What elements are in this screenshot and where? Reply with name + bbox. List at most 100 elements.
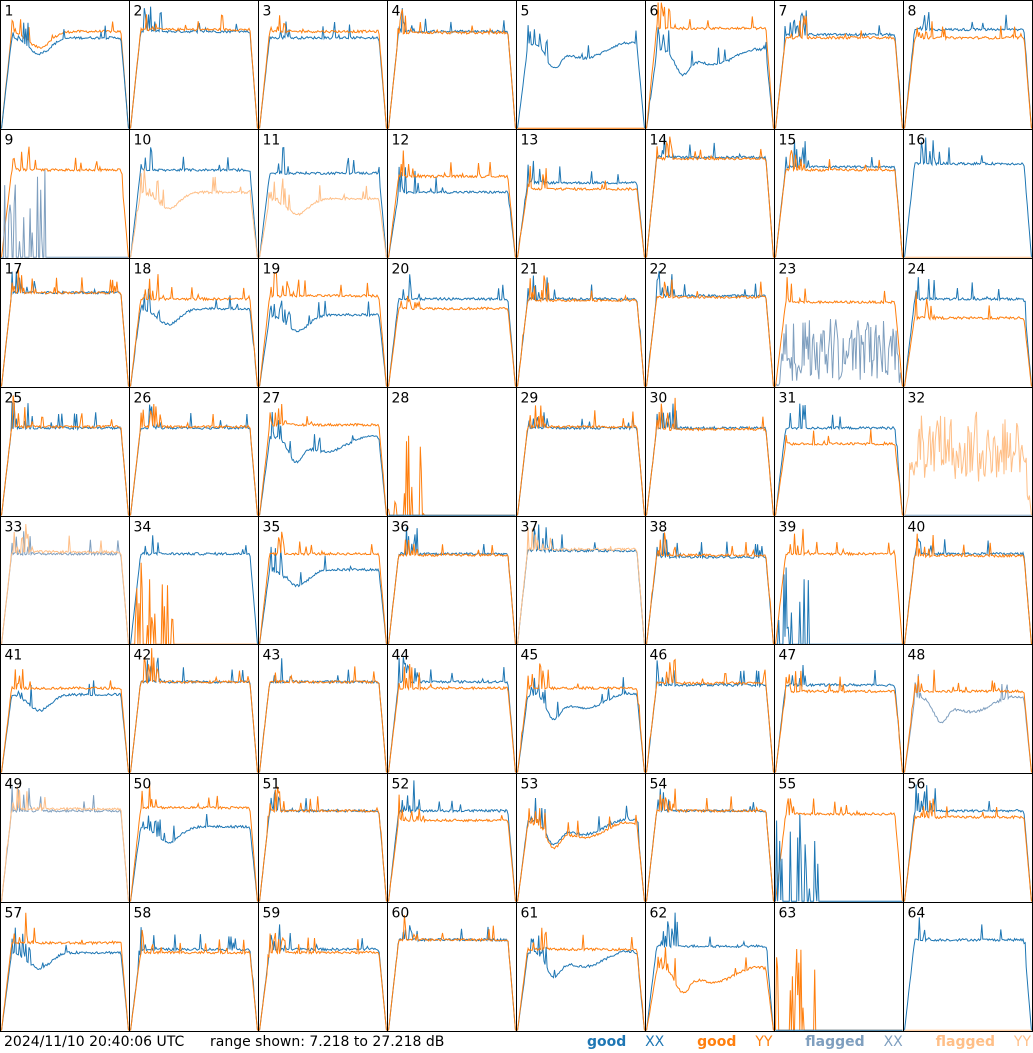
panel-label-18: 18 [134,262,152,278]
panel-29: 29 [516,387,646,517]
series-good-xx-panel-15 [775,140,903,258]
panel-32: 32 [903,387,1033,517]
series-good-xx-panel-5 [517,25,645,129]
series-good-yy-panel-27 [259,403,387,516]
series-good-xx-panel-19 [259,300,387,387]
panel-43: 43 [258,644,388,774]
panel-frame [0,516,130,646]
series-good-yy-panel-43 [259,666,387,773]
series-good-xx-panel-18 [130,288,258,387]
series-good-yy-panel-39 [775,528,903,645]
footer-bar: 2024/11/10 20:40:06 UTC range shown: 7.2… [0,1032,1033,1053]
series-good-xx-panel-2 [130,6,258,129]
panel-label-30: 30 [650,391,668,407]
panel-frame [258,773,388,903]
panel-label-61: 61 [521,906,539,922]
series-good-xx-panel-64 [904,917,1032,1031]
series-good-yy-panel-36 [388,539,516,645]
panel-frame [645,516,775,646]
panel-frame [903,0,1033,130]
panel-frame [903,258,1033,388]
panel-35: 35 [258,516,388,646]
panel-14: 14 [645,129,775,259]
panel-label-64: 64 [908,906,926,922]
series-good-yy-panel-51 [259,786,387,902]
panel-frame [516,258,646,388]
series-good-xx-panel-10 [130,147,258,258]
panel-label-10: 10 [134,133,152,149]
series-good-xx-panel-29 [517,412,645,516]
range-label: range shown: 7.218 to 27.218 dB [210,1034,445,1050]
panel-frame [258,0,388,130]
panel-label-27: 27 [263,391,281,407]
panel-41: 41 [0,644,130,774]
panel-frame [903,773,1033,903]
panel-49: 49 [0,773,130,903]
panel-label-63: 63 [779,906,797,922]
series-good-yy-panel-18 [130,274,258,387]
legend-flagged-xx-key: XX [883,1034,903,1050]
panel-54: 54 [645,773,775,903]
series-good-yy-panel-55 [775,798,903,902]
series-good-yy-panel-8 [904,21,1032,129]
series-good-xx-panel-20 [388,274,516,387]
panel-frame [129,387,259,517]
panel-61: 61 [516,902,646,1032]
series-good-yy-panel-25 [1,395,129,516]
legend-good-yy: good YY [683,1034,772,1050]
panel-label-6: 6 [650,4,659,20]
panel-frame [516,902,646,1032]
series-good-yy-panel-54 [646,788,774,902]
panel-frame [258,516,388,646]
panel-36: 36 [387,516,517,646]
panel-2: 2 [129,0,259,130]
panel-label-38: 38 [650,520,668,536]
panel-52: 52 [387,773,517,903]
panel-frame [387,129,517,259]
series-good-xx-panel-1 [1,22,129,129]
panel-frame [129,644,259,774]
panel-7: 7 [774,0,904,130]
panel-label-46: 46 [650,648,668,664]
panel-11: 11 [258,129,388,259]
panel-label-16: 16 [908,133,926,149]
panel-label-24: 24 [908,262,926,278]
panel-label-17: 17 [5,262,23,278]
series-good-xx-panel-7 [775,10,903,129]
panel-46: 46 [645,644,775,774]
legend-good-xx: good XX [573,1034,664,1050]
panel-44: 44 [387,644,517,774]
series-good-yy-panel-53 [517,808,645,902]
series-good-yy-panel-20 [388,295,516,387]
panel-21: 21 [516,258,646,388]
panel-frame [516,129,646,259]
series-good-xx-panel-38 [646,533,774,645]
series-good-yy-panel-44 [388,663,516,773]
panel-19: 19 [258,258,388,388]
series-good-yy-panel-2 [130,14,258,129]
series-good-yy-panel-7 [775,15,903,129]
panel-label-33: 33 [5,520,23,536]
panel-50: 50 [129,773,259,903]
series-good-xx-panel-8 [904,11,1032,129]
panel-frame [774,129,904,259]
panel-label-13: 13 [521,133,539,149]
panel-label-56: 56 [908,777,926,793]
panel-label-59: 59 [263,906,281,922]
panel-64: 64 [903,902,1033,1032]
series-good-xx-panel-13 [517,160,645,258]
series-good-yy-panel-14 [646,136,774,258]
panel-label-28: 28 [392,391,410,407]
series-good-xx-panel-61 [517,935,645,1031]
legend-flagged-xx: flagged XX [791,1034,902,1050]
series-flagged-xx-panel-48 [904,674,1032,773]
panel-label-53: 53 [521,777,539,793]
panel-label-41: 41 [5,648,23,664]
timestamp-label: 2024/11/10 20:40:06 UTC [4,1034,185,1050]
panel-label-34: 34 [134,520,152,536]
series-good-xx-panel-11 [259,146,387,258]
series-good-yy-panel-15 [775,150,903,258]
panel-55: 55 [774,773,904,903]
panel-frame [387,644,517,774]
series-good-yy-panel-45 [517,663,645,773]
